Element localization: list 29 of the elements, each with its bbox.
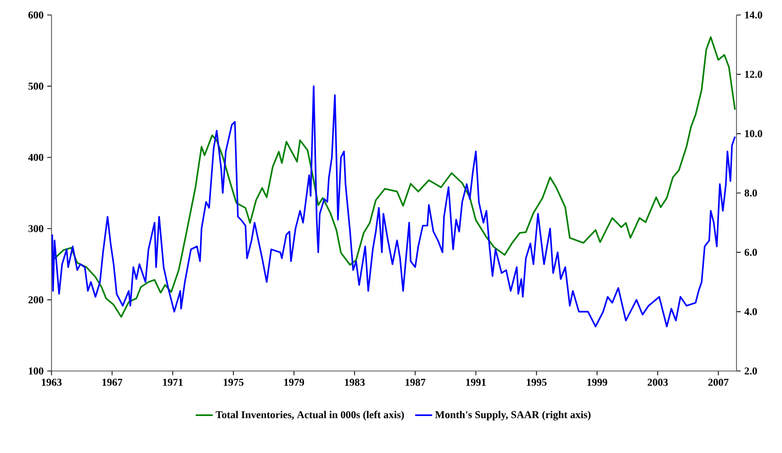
x-tick-label: 1967 [102,378,122,386]
y2-tick-label: 4.0 [744,308,757,316]
line-series [52,36,736,318]
y2-tick-label: 14.0 [745,11,762,19]
x-tick-label: 1987 [406,378,426,386]
y-tick-label: 300 [28,225,44,232]
y2-tick-label: 8.0 [744,189,757,197]
x-tick-label: 1979 [284,378,304,386]
y-tick-label: 100 [28,367,44,375]
x-tick-label: 1999 [587,378,608,386]
y2-tick-label: 10.0 [745,130,762,138]
y-tick-label: 500 [28,82,44,90]
y-tick-label: 600 [28,11,44,19]
x-tick-label: 2003 [648,378,668,386]
x-tick-label: 1991 [466,378,486,386]
x-tick-label: 1971 [163,378,183,386]
y2-tick-label: 2.0 [744,367,757,375]
y-tick-label: 400 [28,154,44,161]
y-tick-label: 200 [28,296,44,304]
legend-label: Month's Supply, SAAR (right axis) [435,410,591,420]
y2-tick-label: 12.0 [745,70,762,78]
x-tick-label: 1995 [526,378,547,386]
x-tick-label: 2007 [708,378,729,386]
legend-label: Total Inventories, Actual in 000s (left axis) [216,410,404,420]
line-series [51,85,736,328]
y2-tick-label: 6.0 [744,248,757,256]
x-tick-label: 1983 [344,378,365,386]
x-tick-label: 1963 [42,378,62,386]
x-tick-label: 1975 [224,378,244,386]
